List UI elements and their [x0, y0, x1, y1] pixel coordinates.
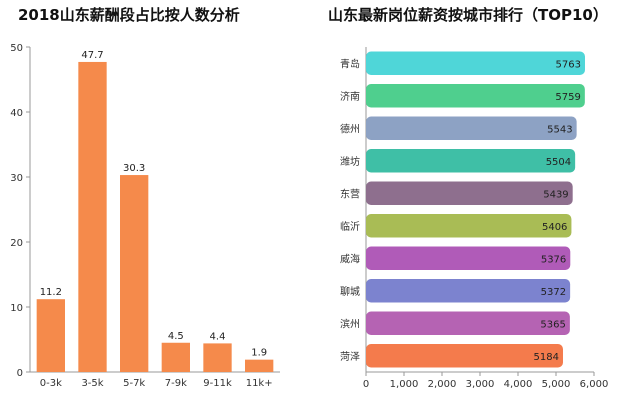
- right-y-tick-label: 济南: [340, 90, 360, 103]
- left-y-tick-label: 20: [10, 238, 23, 249]
- right-bar-value-label: 5184: [534, 352, 559, 363]
- right-bar-value-label: 5439: [543, 189, 568, 200]
- right-y-tick-label: 聊城: [340, 285, 360, 298]
- left-y-tick-label: 50: [10, 43, 23, 54]
- right-x-tick-label: 2,000: [428, 379, 457, 390]
- left-bar: [245, 359, 274, 372]
- left-bar: [161, 342, 190, 372]
- left-bar: [78, 61, 107, 372]
- right-y-tick-label: 临沂: [340, 220, 360, 233]
- left-y-tick-label: 0: [17, 368, 23, 379]
- left-bar-value-label: 47.7: [81, 50, 103, 61]
- left-x-tick-label: 7-9k: [165, 378, 187, 389]
- right-y-tick-label: 滨州: [340, 317, 360, 330]
- right-bar-value-label: 5759: [555, 92, 580, 103]
- right-chart-title: 山东最新岗位薪资按城市排行（TOP10）: [328, 6, 608, 24]
- left-bar-value-label: 30.3: [123, 163, 145, 174]
- left-bar: [36, 299, 65, 372]
- right-bar-value-label: 5376: [541, 254, 566, 265]
- right-y-tick-label: 德州: [340, 122, 360, 135]
- right-x-tick-label: 0: [363, 379, 369, 390]
- left-x-tick-label: 5-7k: [123, 378, 145, 389]
- right-bar-value-label: 5406: [542, 222, 567, 233]
- left-x-tick-label: 3-5k: [81, 378, 103, 389]
- left-x-tick-label: 9-11k: [203, 378, 232, 389]
- left-x-tick-label: 0-3k: [40, 378, 62, 389]
- right-bar: [366, 214, 572, 238]
- right-bar-value-label: 5504: [546, 157, 571, 168]
- right-bar: [366, 84, 585, 108]
- right-bar-value-label: 5763: [556, 59, 581, 70]
- left-bar: [203, 343, 232, 372]
- right-x-tick-label: 1,000: [390, 379, 419, 390]
- right-bar-value-label: 5372: [541, 287, 566, 298]
- left-bar-value-label: 4.5: [168, 331, 184, 342]
- right-y-tick-label: 菏泽: [340, 351, 360, 363]
- right-bar-value-label: 5543: [547, 124, 572, 135]
- right-bar: [366, 181, 573, 205]
- right-x-tick-label: 6,000: [580, 379, 609, 390]
- right-y-tick-label: 东营: [340, 187, 360, 200]
- left-x-tick-label: 11k+: [246, 378, 273, 389]
- right-y-tick-label: 青岛: [340, 57, 360, 70]
- left-bar: [120, 175, 149, 372]
- right-bar: [366, 246, 571, 270]
- left-y-tick-label: 40: [10, 108, 23, 119]
- right-bar: [366, 279, 571, 303]
- right-bar: [366, 116, 577, 140]
- right-y-tick-label: 潍坊: [340, 155, 360, 168]
- left-y-tick-label: 10: [10, 303, 23, 314]
- left-bar-value-label: 11.2: [40, 287, 62, 298]
- right-y-tick-label: 威海: [340, 252, 360, 265]
- right-x-tick-label: 4,000: [504, 379, 533, 390]
- right-bar: [366, 51, 585, 75]
- left-bar-value-label: 1.9: [251, 348, 267, 359]
- right-bar: [366, 149, 576, 173]
- right-x-tick-label: 3,000: [466, 379, 495, 390]
- left-bar-value-label: 4.4: [210, 331, 226, 342]
- left-chart-title: 2018山东薪酬段占比按人数分析: [18, 6, 240, 24]
- right-x-tick-label: 5,000: [542, 379, 571, 390]
- right-bar: [366, 311, 570, 335]
- right-bar: [366, 344, 563, 368]
- left-y-tick-label: 30: [10, 173, 23, 184]
- right-bar-value-label: 5365: [540, 319, 565, 330]
